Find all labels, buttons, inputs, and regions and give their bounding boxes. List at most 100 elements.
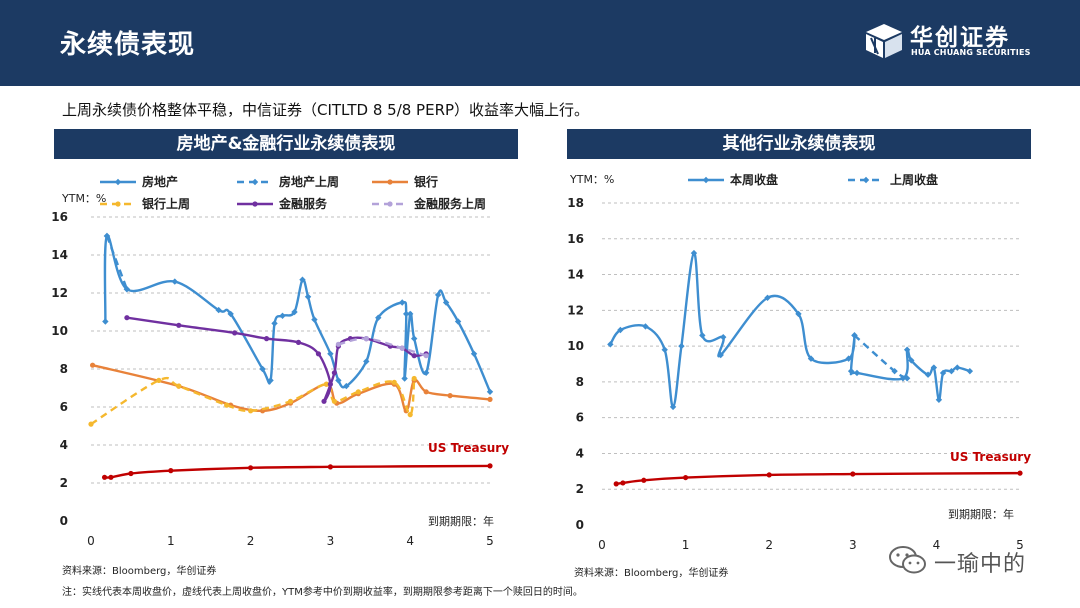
right-data-point	[908, 357, 915, 364]
left-data-point	[215, 306, 222, 314]
left-data-point	[101, 474, 108, 480]
left-data-point	[295, 339, 302, 345]
left-y-tick-label: 2	[60, 476, 68, 490]
right-data-point	[903, 346, 911, 353]
right-data-point	[699, 332, 706, 339]
right-legend-label: 本周收盘	[730, 172, 778, 187]
right-y-tick-label: 16	[567, 232, 584, 246]
right-data-point	[641, 477, 647, 483]
left-data-point	[271, 320, 278, 327]
left-x-tick-label: 2	[247, 534, 255, 548]
left-data-point	[331, 370, 337, 376]
right-series-line	[616, 471, 1021, 486]
right-y-tick-label: 10	[567, 339, 584, 353]
right-y-axis-label: YTM：%	[569, 173, 614, 186]
left-data-point	[248, 465, 254, 471]
left-data-point	[407, 310, 414, 318]
left-treasury-annotation: US Treasury	[428, 441, 509, 455]
left-data-point	[401, 375, 408, 382]
left-data-point	[311, 316, 318, 323]
left-legend-label: 房地产上周	[279, 174, 339, 189]
left-y-tick-label: 8	[60, 362, 68, 376]
right-x-tick-label: 2	[765, 538, 773, 552]
left-legend-label: 银行	[414, 174, 438, 189]
left-data-point	[323, 381, 330, 387]
wechat-icon	[889, 546, 926, 574]
left-data-point	[88, 421, 94, 427]
right-data-point	[607, 341, 614, 348]
right-data-point	[620, 480, 626, 486]
left-data-point	[331, 398, 337, 404]
left-data-point	[363, 336, 369, 342]
right-data-point	[807, 355, 815, 362]
left-data-point	[232, 330, 238, 336]
left-data-point	[470, 350, 478, 357]
right-y-tick-label: 4	[576, 446, 584, 460]
left-data-point	[124, 315, 130, 321]
left-data-point	[263, 336, 270, 342]
left-data-point	[399, 299, 406, 306]
right-x-tick-label: 0	[598, 538, 606, 552]
left-legend-label: 金融服务	[278, 196, 328, 211]
left-data-point	[321, 398, 327, 404]
left-y-tick-label: 0	[60, 514, 68, 528]
right-series-line	[853, 334, 908, 380]
right-series-line	[609, 251, 971, 409]
left-y-tick-label: 12	[51, 286, 68, 300]
left-data-point	[407, 412, 413, 418]
left-x-tick-label: 1	[167, 534, 175, 548]
left-data-point	[224, 402, 230, 408]
left-data-point	[287, 398, 294, 404]
page-title: 永续债表现	[60, 30, 196, 60]
right-data-point	[766, 472, 772, 478]
left-data-point	[335, 377, 342, 384]
left-data-point	[363, 358, 370, 365]
brand-logo: 华创证券 HUA CHUANG SECURITIES	[862, 16, 1062, 66]
left-legend-label: 房地产	[142, 174, 178, 189]
right-data-point	[935, 396, 943, 403]
right-data-point	[613, 481, 619, 487]
left-data-point	[108, 474, 114, 480]
left-series-line	[105, 235, 129, 290]
left-data-point	[279, 312, 286, 319]
right-legend-marker	[862, 176, 870, 184]
left-y-tick-label: 4	[60, 438, 68, 452]
right-y-tick-label: 14	[567, 268, 584, 282]
left-data-point	[291, 308, 298, 316]
left-data-point	[171, 278, 178, 285]
right-data-point	[690, 249, 698, 257]
left-data-point	[410, 335, 418, 342]
left-data-point	[422, 369, 430, 376]
watermark: 一瑜中的	[888, 544, 1058, 578]
watermark-text: 一瑜中的	[934, 552, 1027, 577]
right-y-tick-label: 8	[576, 375, 584, 389]
left-data-point	[403, 310, 410, 318]
left-legend-marker	[387, 179, 393, 185]
left-data-point	[375, 314, 382, 321]
right-data-point	[720, 333, 727, 341]
right-data-point	[850, 471, 856, 477]
left-data-point	[123, 286, 131, 293]
right-data-point	[683, 474, 689, 481]
left-panel-title: 房地产&金融行业永续债表现	[54, 129, 518, 159]
right-data-point	[617, 326, 624, 334]
left-data-point	[227, 310, 234, 318]
left-series-line	[90, 376, 416, 426]
left-data-point	[128, 470, 134, 477]
left-data-point	[176, 322, 182, 328]
right-data-point	[903, 375, 911, 382]
left-data-point	[442, 299, 450, 306]
left-legend-marker	[387, 201, 393, 207]
right-data-point	[939, 369, 947, 377]
left-y-tick-label: 14	[51, 248, 68, 262]
right-x-tick-label: 3	[849, 538, 857, 552]
left-data-point	[411, 353, 417, 359]
left-data-point	[454, 318, 462, 325]
left-series-line	[104, 464, 491, 479]
left-data-point	[399, 345, 405, 351]
left-data-point	[486, 388, 494, 395]
left-data-point	[156, 377, 162, 383]
left-series-line	[126, 316, 427, 403]
left-y-tick-label: 16	[51, 210, 68, 224]
